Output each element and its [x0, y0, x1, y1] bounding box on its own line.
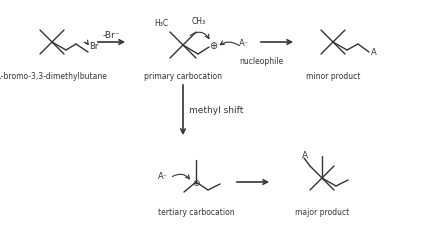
Text: A⁻: A⁻ — [158, 172, 168, 181]
Text: methyl shift: methyl shift — [189, 105, 243, 114]
Text: primary carbocation: primary carbocation — [144, 72, 222, 81]
Text: ⊕: ⊕ — [209, 41, 217, 51]
Text: A: A — [371, 47, 377, 57]
Text: A⁻: A⁻ — [239, 38, 249, 47]
Text: -Br⁻: -Br⁻ — [102, 31, 120, 40]
Text: H₃C: H₃C — [154, 19, 168, 28]
Text: nucleophile: nucleophile — [239, 57, 283, 66]
Text: major product: major product — [295, 208, 349, 217]
Text: Br: Br — [89, 42, 99, 51]
Text: tertiary carbocation: tertiary carbocation — [158, 208, 235, 217]
Text: CH₃: CH₃ — [192, 17, 206, 26]
Text: ⊕: ⊕ — [192, 179, 200, 188]
Text: 1-bromo-3,3-dimethylbutane: 1-bromo-3,3-dimethylbutane — [0, 72, 107, 81]
Text: A: A — [302, 151, 308, 160]
Text: minor product: minor product — [306, 72, 360, 81]
